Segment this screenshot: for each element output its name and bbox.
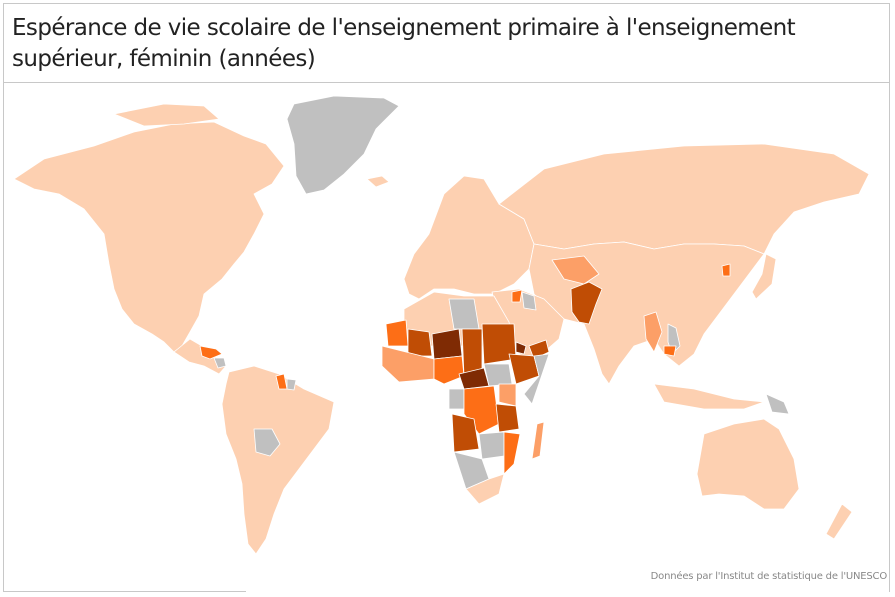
region-russia[interactable] bbox=[498, 143, 870, 255]
region-canada-arctic[interactable] bbox=[113, 103, 220, 127]
region-nicaragua[interactable] bbox=[213, 357, 227, 369]
chart-frame bbox=[3, 3, 890, 592]
region-south-sudan[interactable] bbox=[483, 363, 513, 387]
title-divider bbox=[3, 82, 890, 83]
region-central-asia[interactable] bbox=[551, 255, 600, 285]
region-new-zealand[interactable] bbox=[825, 503, 853, 540]
region-syria[interactable] bbox=[511, 289, 523, 303]
region-north-korea[interactable] bbox=[721, 263, 731, 277]
region-greenland[interactable] bbox=[286, 95, 400, 195]
region-suriname[interactable] bbox=[286, 378, 297, 391]
bottom-divider bbox=[3, 591, 246, 592]
region-indonesia[interactable] bbox=[653, 383, 765, 410]
region-south-africa[interactable] bbox=[465, 473, 505, 505]
region-afghanistan-pakistan[interactable] bbox=[570, 281, 603, 325]
region-zambia-zimbabwe[interactable] bbox=[478, 431, 505, 460]
region-japan[interactable] bbox=[751, 253, 777, 300]
region-yemen[interactable] bbox=[528, 339, 550, 360]
data-source-credit: Données par l'Institut de statistique de… bbox=[650, 571, 888, 582]
world-map[interactable] bbox=[4, 84, 889, 574]
region-mali[interactable] bbox=[407, 328, 433, 357]
region-australia[interactable] bbox=[696, 418, 800, 510]
title-line-1: Espérance de vie scolaire de l'enseignem… bbox=[12, 15, 796, 41]
region-iceland[interactable] bbox=[366, 175, 390, 188]
region-somalia[interactable] bbox=[523, 353, 550, 405]
region-tanzania[interactable] bbox=[495, 403, 520, 433]
region-north-america[interactable] bbox=[13, 121, 285, 353]
region-myanmar[interactable] bbox=[643, 311, 663, 353]
region-libya[interactable] bbox=[448, 298, 480, 330]
title-line-2: supérieur, féminin (années) bbox=[12, 46, 316, 72]
region-niger[interactable] bbox=[431, 328, 463, 360]
region-nigeria[interactable] bbox=[433, 355, 465, 385]
region-south-america[interactable] bbox=[221, 365, 335, 555]
region-mozambique[interactable] bbox=[503, 431, 521, 475]
region-kenya[interactable] bbox=[498, 383, 517, 407]
region-iraq[interactable] bbox=[521, 291, 537, 311]
region-guatemala-honduras[interactable] bbox=[199, 345, 223, 360]
region-west-africa[interactable] bbox=[381, 345, 435, 383]
region-bolivia[interactable] bbox=[253, 428, 281, 457]
region-gabon-congo[interactable] bbox=[448, 388, 465, 410]
region-papua-new-guinea[interactable] bbox=[765, 393, 790, 415]
region-eritrea[interactable] bbox=[515, 341, 527, 355]
region-angola[interactable] bbox=[451, 413, 480, 453]
region-madagascar[interactable] bbox=[531, 421, 545, 460]
map-title: Espérance de vie scolaire de l'enseignem… bbox=[12, 13, 882, 75]
region-mauritania[interactable] bbox=[385, 319, 409, 347]
region-cambodia[interactable] bbox=[663, 345, 677, 357]
